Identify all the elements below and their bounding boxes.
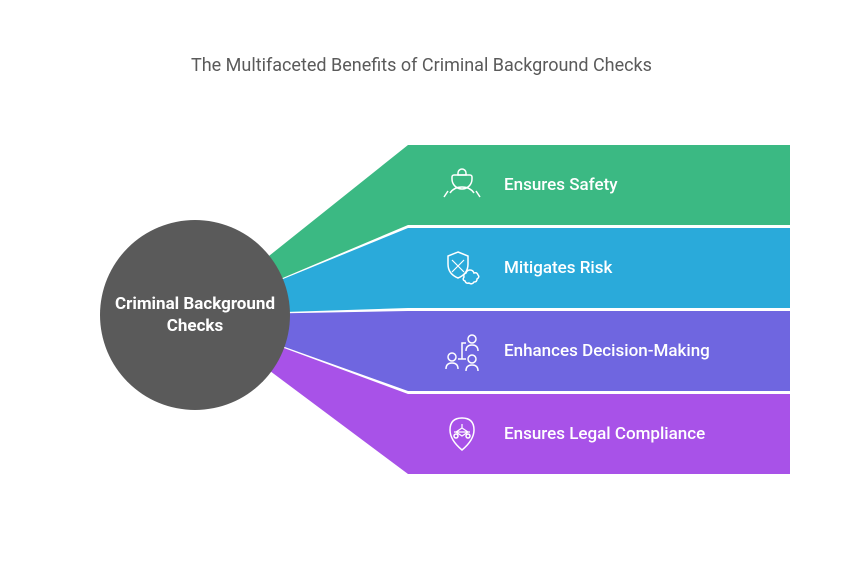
diagram-container: Criminal Background Checks Ensures Safet… bbox=[0, 130, 843, 530]
hub-circle: Criminal Background Checks bbox=[100, 220, 290, 410]
band-row-0: Ensures Safety bbox=[440, 145, 618, 225]
decision-icon bbox=[440, 329, 484, 373]
band-label: Ensures Safety bbox=[504, 175, 618, 195]
compliance-icon bbox=[440, 412, 484, 456]
band-label: Enhances Decision-Making bbox=[504, 341, 710, 361]
diagram-title: The Multifaceted Benefits of Criminal Ba… bbox=[0, 0, 843, 76]
band-row-2: Enhances Decision-Making bbox=[440, 311, 710, 391]
band-row-3: Ensures Legal Compliance bbox=[440, 394, 705, 474]
hub-label: Criminal Background Checks bbox=[100, 293, 290, 337]
risk-icon bbox=[440, 246, 484, 290]
band-label: Mitigates Risk bbox=[504, 258, 612, 278]
band-row-1: Mitigates Risk bbox=[440, 228, 612, 308]
band-label: Ensures Legal Compliance bbox=[504, 424, 705, 444]
safety-icon bbox=[440, 163, 484, 207]
